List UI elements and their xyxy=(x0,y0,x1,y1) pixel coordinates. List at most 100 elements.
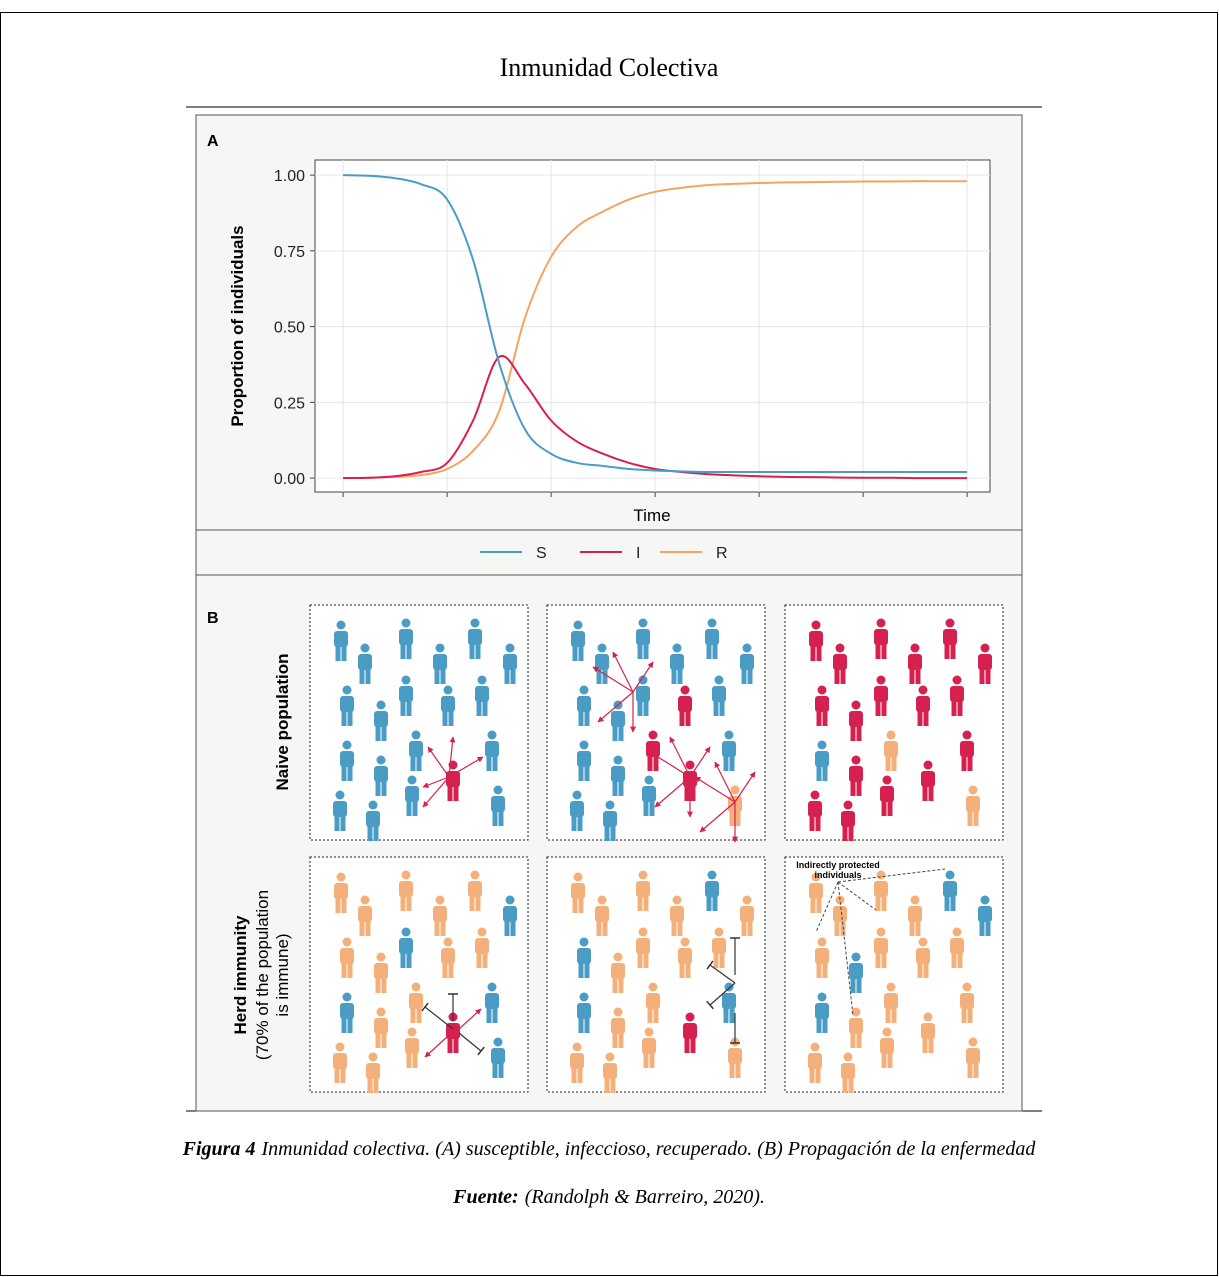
pointer xyxy=(837,881,854,1016)
person-leg xyxy=(685,709,691,726)
person-body xyxy=(809,631,823,647)
source-label: Fuente: xyxy=(452,1186,519,1208)
person-leg xyxy=(381,779,387,796)
person xyxy=(603,800,617,841)
person-leg xyxy=(647,1006,653,1023)
person-leg xyxy=(684,784,690,801)
person-body xyxy=(433,906,447,922)
person-leg xyxy=(815,814,821,831)
spread-arrow xyxy=(669,736,691,778)
person-body xyxy=(921,1023,935,1039)
person-leg xyxy=(712,894,718,911)
person-head xyxy=(573,620,583,630)
person xyxy=(603,1052,617,1093)
person xyxy=(570,1042,584,1083)
person-body xyxy=(491,796,505,812)
person-leg xyxy=(967,809,973,826)
person-body xyxy=(728,1048,742,1064)
person-body xyxy=(808,801,822,817)
person-leg xyxy=(604,1076,610,1093)
person-body xyxy=(340,696,354,712)
person-body xyxy=(815,696,829,712)
person-leg xyxy=(741,919,747,936)
person-head xyxy=(876,870,886,880)
person xyxy=(678,685,692,726)
person-leg xyxy=(492,1006,498,1023)
person xyxy=(874,618,888,659)
blocked-path xyxy=(424,1006,454,1030)
person-body xyxy=(485,741,499,757)
person xyxy=(884,982,898,1023)
person-head xyxy=(724,982,734,992)
person-leg xyxy=(572,896,578,913)
person-leg xyxy=(612,724,618,741)
person-leg xyxy=(584,709,590,726)
person-body xyxy=(849,963,863,979)
person-head xyxy=(817,937,827,947)
person-leg xyxy=(475,642,481,659)
person-head xyxy=(443,937,453,947)
person-leg xyxy=(944,642,950,659)
person-body xyxy=(441,696,455,712)
person-leg xyxy=(482,951,488,968)
person-head xyxy=(477,927,487,937)
person-body xyxy=(570,1053,584,1069)
person-leg xyxy=(340,1066,346,1083)
person-leg xyxy=(850,976,856,993)
person-body xyxy=(978,906,992,922)
person-body xyxy=(884,741,898,757)
person-leg xyxy=(842,824,848,841)
person-leg xyxy=(887,1051,893,1068)
person-head xyxy=(579,937,589,947)
person-leg xyxy=(848,824,854,841)
person xyxy=(636,675,650,716)
person-leg xyxy=(856,724,862,741)
spread-arrow xyxy=(632,661,654,693)
person-leg xyxy=(809,1066,815,1083)
person xyxy=(849,755,863,796)
person xyxy=(841,800,855,841)
pointer xyxy=(837,868,946,883)
person-body xyxy=(722,741,736,757)
person-leg xyxy=(887,799,893,816)
person-head xyxy=(435,895,445,905)
person-leg xyxy=(400,642,406,659)
person-head xyxy=(644,775,654,785)
person-leg xyxy=(410,1006,416,1023)
person-head xyxy=(579,685,589,695)
person-body xyxy=(441,948,455,964)
person xyxy=(433,643,447,684)
person-leg xyxy=(365,667,371,684)
person-leg xyxy=(476,951,482,968)
person-head xyxy=(680,937,690,947)
person-head xyxy=(411,982,421,992)
person-body xyxy=(841,811,855,827)
person-body xyxy=(334,883,348,899)
y-tick-label: 0.75 xyxy=(274,244,305,261)
person-leg xyxy=(578,896,584,913)
person-leg xyxy=(671,919,677,936)
source: Fuente: (Randolph & Barreiro, 2020). xyxy=(452,1186,765,1208)
person-body xyxy=(409,993,423,1009)
person-leg xyxy=(885,1006,891,1023)
person xyxy=(611,1007,625,1048)
person xyxy=(815,937,829,978)
person-leg xyxy=(848,1076,854,1093)
person xyxy=(399,675,413,716)
person-leg xyxy=(741,667,747,684)
person-head xyxy=(597,895,607,905)
person xyxy=(409,982,423,1023)
person-leg xyxy=(578,1016,584,1033)
person-leg xyxy=(618,724,624,741)
person-head xyxy=(376,700,386,710)
person-leg xyxy=(643,951,649,968)
person xyxy=(405,775,419,816)
person-leg xyxy=(706,894,712,911)
person-leg xyxy=(412,799,418,816)
person-leg xyxy=(498,1061,504,1078)
person-leg xyxy=(967,1006,973,1023)
person-body xyxy=(916,696,930,712)
person-head xyxy=(401,618,411,628)
person-leg xyxy=(729,809,735,826)
person-body xyxy=(611,963,625,979)
